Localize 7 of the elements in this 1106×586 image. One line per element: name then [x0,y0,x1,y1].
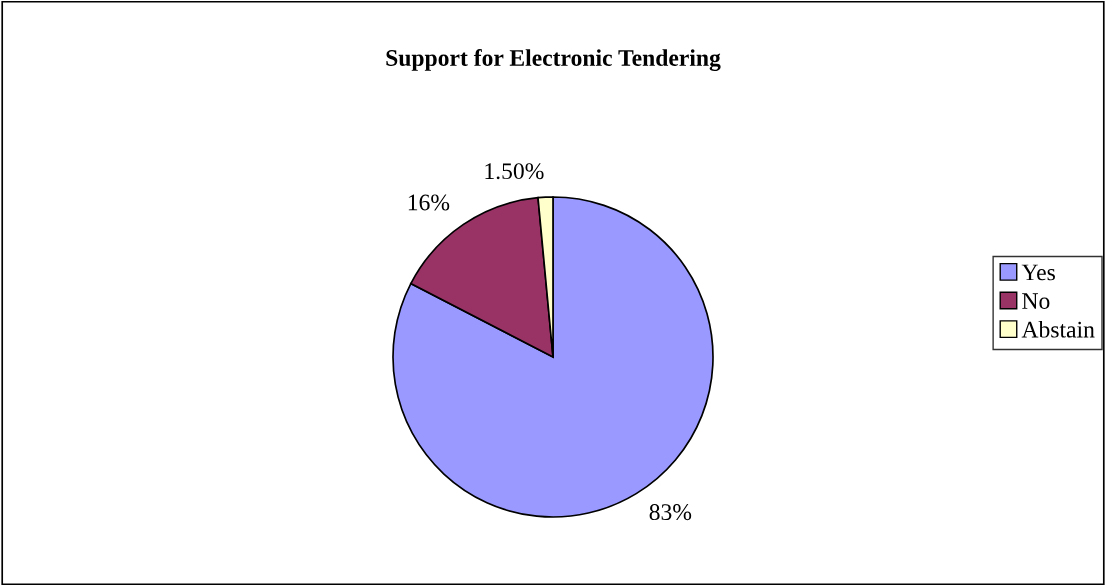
legend-label: Yes [1021,264,1055,281]
data-label: 16% [408,194,450,211]
chart-title: Support for Electronic Tendering [386,49,721,71]
legend-label: No [1022,293,1050,309]
legend-label: Abstain [1021,321,1095,338]
data-label: 1.50% [485,163,544,180]
data-label: 83% [649,504,692,521]
